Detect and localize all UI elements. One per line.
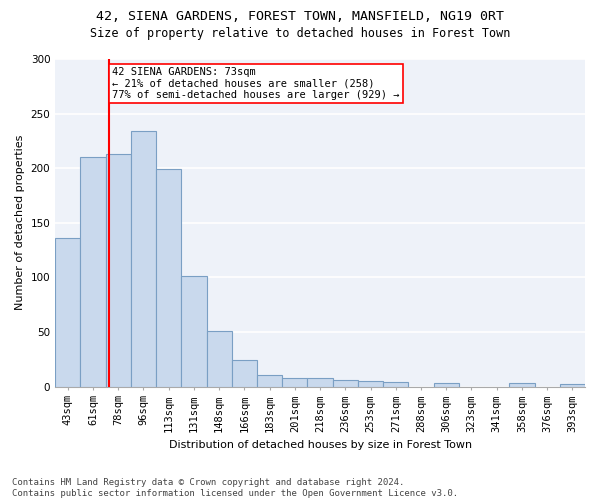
Text: 42, SIENA GARDENS, FOREST TOWN, MANSFIELD, NG19 0RT: 42, SIENA GARDENS, FOREST TOWN, MANSFIEL… (96, 10, 504, 23)
Y-axis label: Number of detached properties: Number of detached properties (15, 135, 25, 310)
Bar (106, 154, 131, 386)
Bar (181, 276, 206, 386)
Bar (232, 360, 257, 386)
Bar (55, 238, 80, 386)
Bar (156, 170, 181, 386)
Bar (383, 382, 409, 386)
Bar (80, 158, 106, 386)
Bar (257, 374, 282, 386)
Bar (434, 384, 459, 386)
Bar (282, 378, 307, 386)
Bar (560, 384, 585, 386)
Bar (358, 381, 383, 386)
Bar (332, 380, 358, 386)
Bar (509, 384, 535, 386)
Text: 42 SIENA GARDENS: 73sqm
← 21% of detached houses are smaller (258)
77% of semi-d: 42 SIENA GARDENS: 73sqm ← 21% of detache… (112, 66, 400, 100)
Bar (307, 378, 332, 386)
Text: Size of property relative to detached houses in Forest Town: Size of property relative to detached ho… (90, 28, 510, 40)
Bar (206, 331, 232, 386)
Bar (131, 131, 156, 386)
Text: Contains HM Land Registry data © Crown copyright and database right 2024.
Contai: Contains HM Land Registry data © Crown c… (12, 478, 458, 498)
X-axis label: Distribution of detached houses by size in Forest Town: Distribution of detached houses by size … (169, 440, 472, 450)
